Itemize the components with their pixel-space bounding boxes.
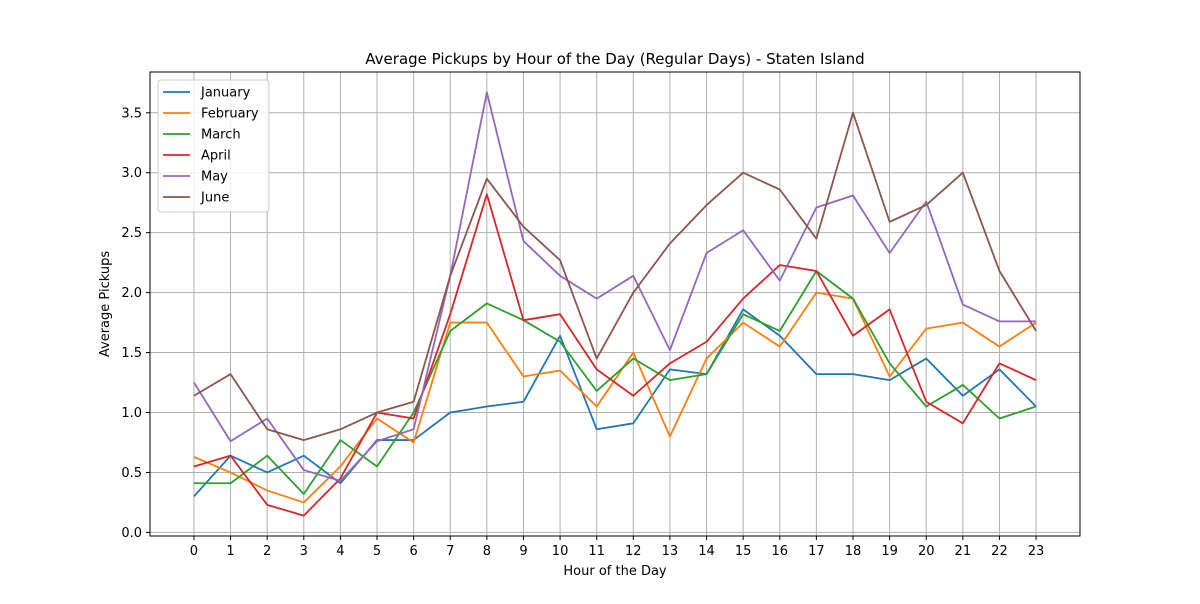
x-tick-label: 4 <box>336 544 344 559</box>
x-tick-label: 0 <box>190 544 198 559</box>
x-tick-label: 22 <box>991 544 1008 559</box>
legend-label: April <box>201 149 231 164</box>
legend-label: February <box>201 107 259 122</box>
series-line-may <box>193 91 1037 482</box>
x-tick-label: 5 <box>373 544 381 559</box>
legend-label: January <box>200 86 251 101</box>
y-tick-label: 0.5 <box>121 466 142 481</box>
x-tick-label: 12 <box>625 544 642 559</box>
x-tick-label: 18 <box>845 544 862 559</box>
legend-label: May <box>201 170 228 185</box>
x-tick-label: 9 <box>519 544 527 559</box>
x-tick-label: 19 <box>881 544 898 559</box>
series-lines <box>193 91 1037 517</box>
y-axis-label: Average Pickups <box>98 251 113 357</box>
x-tick-label: 15 <box>735 544 752 559</box>
plot-frame <box>149 71 1081 537</box>
x-tick-label: 20 <box>918 544 935 559</box>
x-tick-label: 23 <box>1028 544 1045 559</box>
x-tick-label: 10 <box>552 544 569 559</box>
x-axis-label: Hour of the Day <box>563 564 667 579</box>
x-tick-label: 11 <box>588 544 605 559</box>
x-tick-label: 6 <box>409 544 417 559</box>
y-tick-label: 3.5 <box>121 106 142 121</box>
legend: January February March April May June <box>157 79 270 213</box>
y-tick-label: 2.0 <box>121 286 142 301</box>
chart-title: Average Pickups by Hour of the Day (Regu… <box>365 50 864 68</box>
legend-label: March <box>201 128 241 143</box>
y-tick-label: 0.0 <box>121 526 142 541</box>
x-tick-label: 16 <box>771 544 788 559</box>
x-tick-label: 13 <box>662 544 679 559</box>
x-tick-label: 3 <box>300 544 308 559</box>
legend-label: June <box>200 191 229 206</box>
x-tick-label: 21 <box>955 544 972 559</box>
series-line-march <box>193 270 1037 495</box>
x-tick-label: 14 <box>698 544 715 559</box>
axis-ticks: 0 1 2 3 4 5 6 7 8 9 10 11 12 13 14 15 16 17 18 19 20 21 22 230.… <box>121 106 1044 559</box>
x-tick-label: 7 <box>446 544 454 559</box>
x-tick-label: 1 <box>226 544 234 559</box>
y-tick-label: 3.0 <box>121 166 142 181</box>
x-tick-label: 8 <box>483 544 491 559</box>
series-line-april <box>193 193 1037 517</box>
y-tick-label: 2.5 <box>121 226 142 241</box>
x-tick-label: 2 <box>263 544 271 559</box>
x-tick-label: 17 <box>808 544 825 559</box>
series-line-june <box>193 111 1037 441</box>
y-tick-label: 1.5 <box>121 346 142 361</box>
series-line-february <box>193 291 1037 504</box>
y-tick-label: 1.0 <box>121 406 142 421</box>
